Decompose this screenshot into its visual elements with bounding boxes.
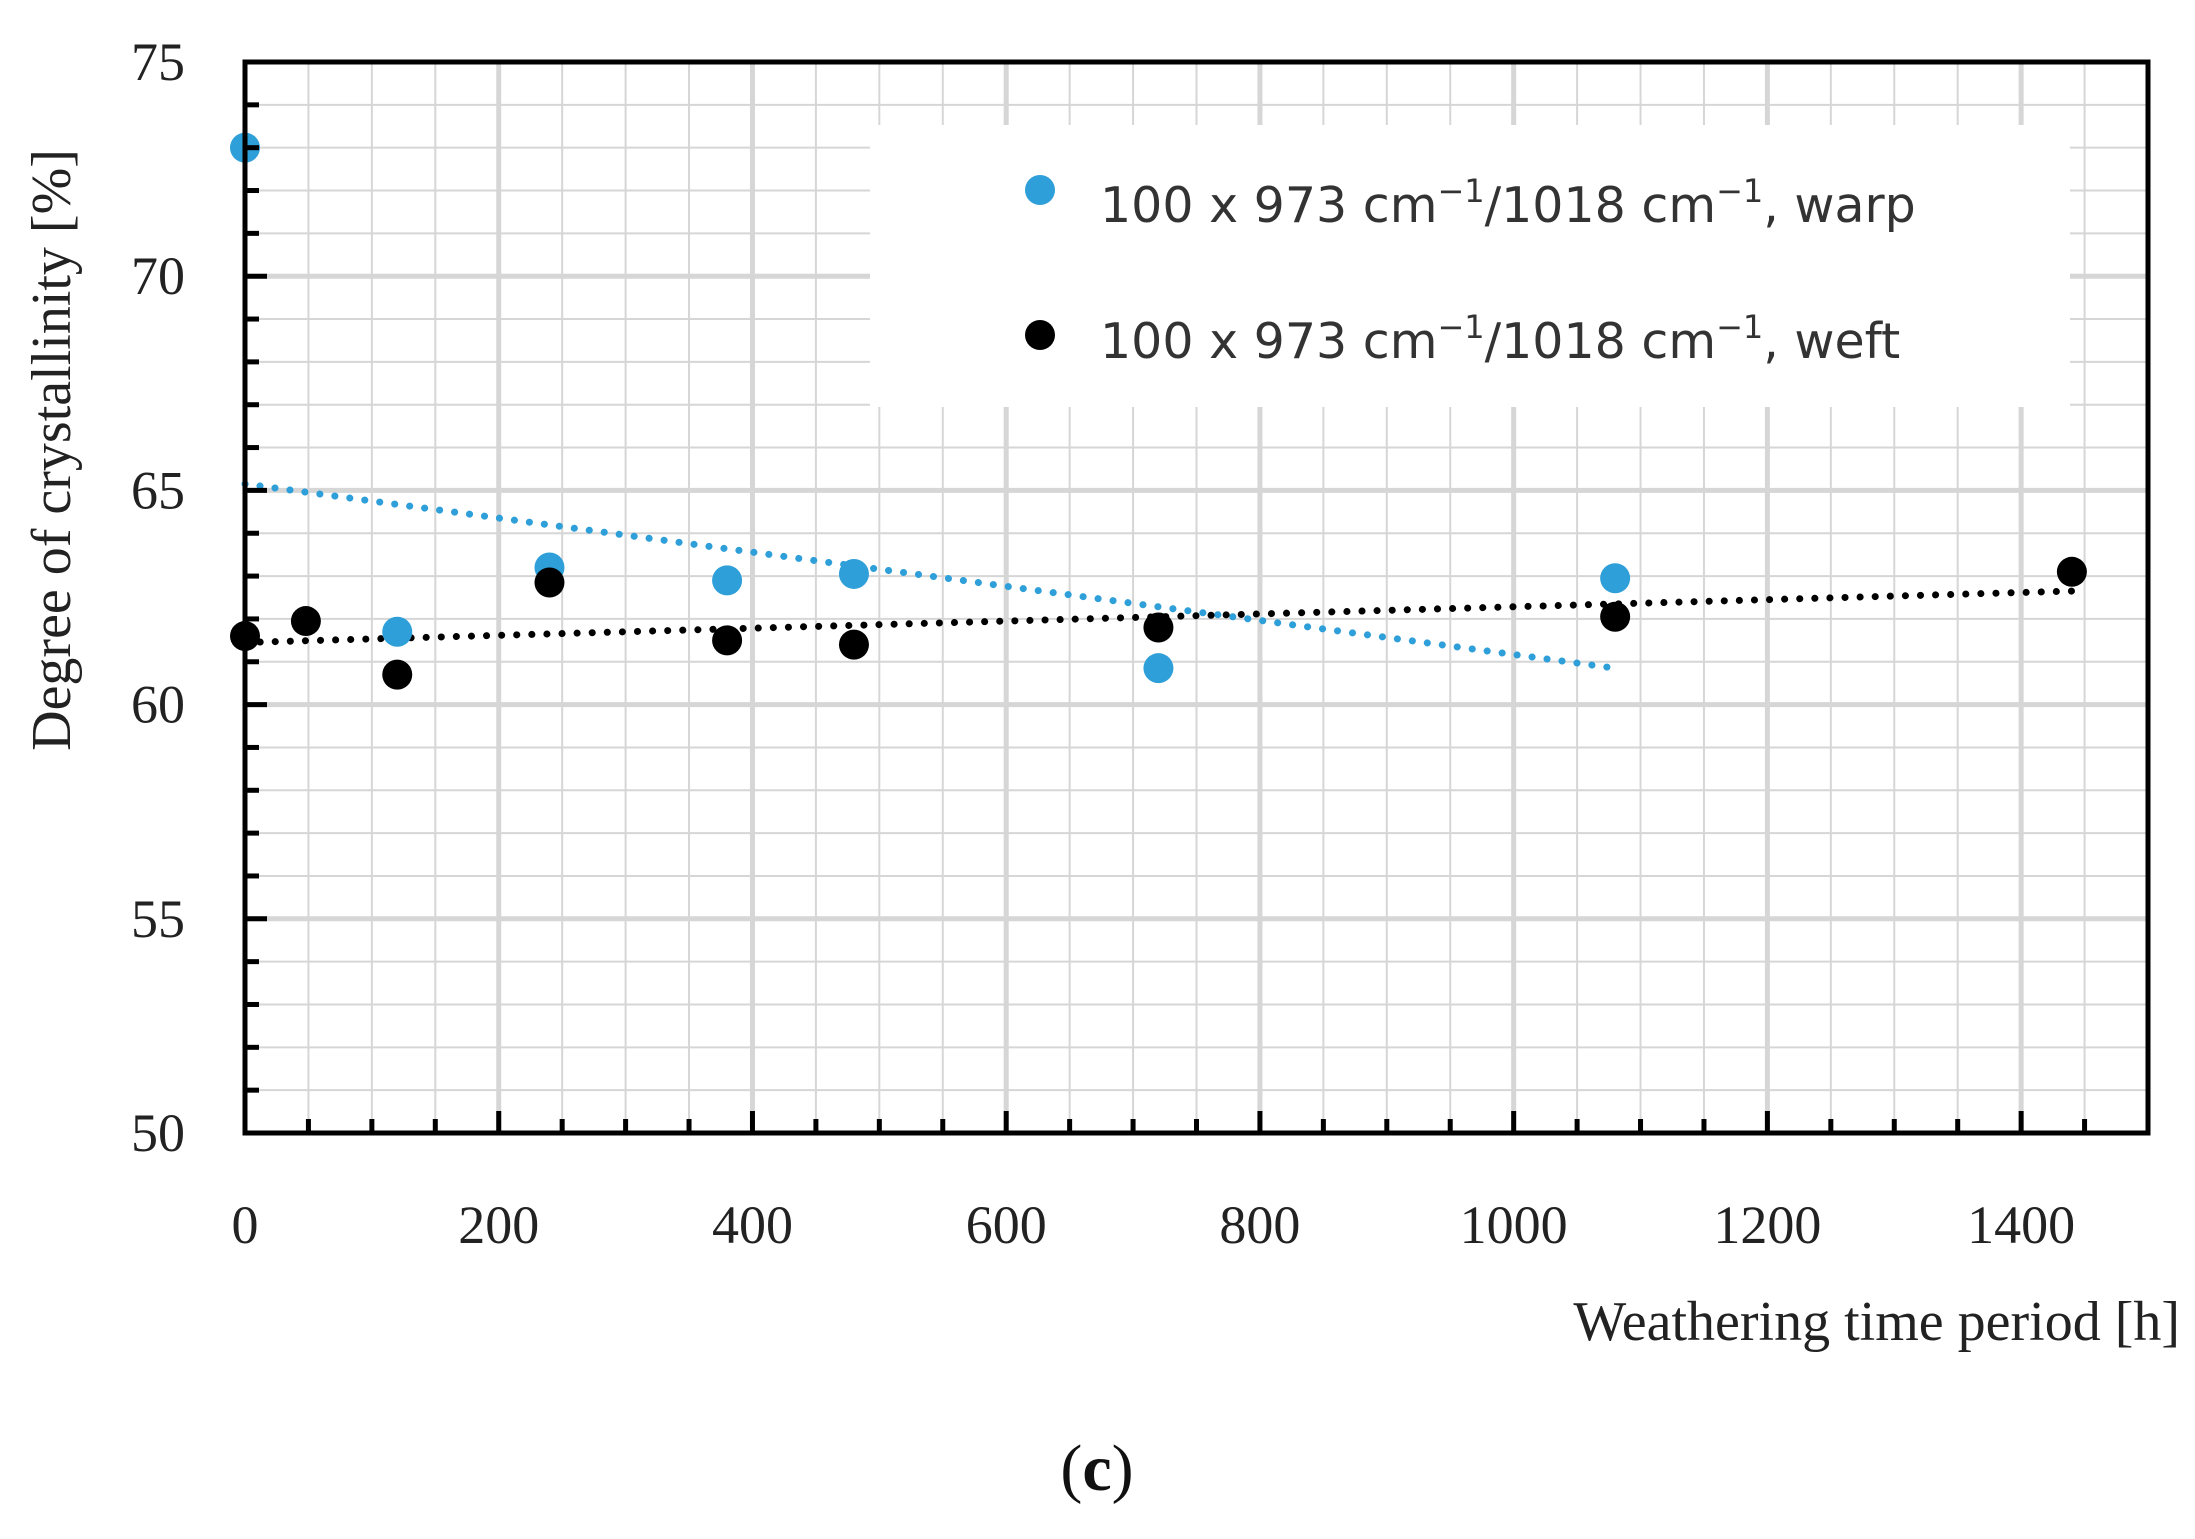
- trendline-weft: [241, 587, 2076, 646]
- y-axis-title: Degree of crystallinity [%]: [21, 149, 83, 751]
- data-point-weft: [290, 606, 321, 637]
- data-point-weft: [534, 567, 565, 598]
- legend-marker-weft: [1025, 320, 1055, 350]
- y-tick-label: 50: [131, 1103, 185, 1163]
- data-point-warp: [838, 558, 869, 589]
- data-point-weft: [2056, 556, 2087, 587]
- data-point-weft: [1600, 601, 1631, 632]
- data-points: [230, 132, 2087, 690]
- tick-labels: 0 200 400 600 800 1000 1200 1400 50 55 60 65 70 75: [131, 32, 2075, 1255]
- data-point-weft: [1143, 612, 1174, 643]
- x-tick-label: 800: [1219, 1195, 1300, 1255]
- legend: 100 x 973 cm−1/1018 cm−1, warp 100 x 973…: [870, 125, 2070, 407]
- legend-label-weft: 100 x 973 cm−1/1018 cm−1, weft: [1100, 308, 1900, 370]
- legend-box: [870, 125, 2070, 407]
- data-point-warp: [712, 565, 743, 596]
- y-tick-label: 60: [131, 675, 185, 735]
- legend-marker-warp: [1025, 175, 1055, 205]
- x-tick-label: 1000: [1460, 1195, 1568, 1255]
- trendline-warp: [241, 480, 1619, 672]
- x-tick-label: 0: [232, 1195, 259, 1255]
- data-point-warp: [1600, 563, 1631, 594]
- trendlines: [241, 480, 2076, 672]
- data-point-weft: [838, 629, 869, 660]
- data-point-warp: [1143, 653, 1174, 684]
- y-tick-label: 65: [131, 460, 185, 520]
- y-tick-label: 70: [131, 246, 185, 306]
- x-tick-label: 1200: [1713, 1195, 1821, 1255]
- x-tick-label: 200: [458, 1195, 539, 1255]
- x-tick-label: 1400: [1967, 1195, 2075, 1255]
- data-point-weft: [382, 659, 413, 690]
- x-axis-title: Weathering time period [h]: [1573, 1291, 2180, 1353]
- y-tick-label: 75: [131, 32, 185, 92]
- y-tick-label: 55: [131, 889, 185, 949]
- data-point-warp: [382, 616, 413, 647]
- legend-entry-warp: 100 x 973 cm−1/1018 cm−1, warp: [1025, 172, 1916, 234]
- figure-caption: (c): [1060, 1432, 1133, 1505]
- legend-entry-weft: 100 x 973 cm−1/1018 cm−1, weft: [1025, 308, 1900, 370]
- x-tick-label: 600: [966, 1195, 1047, 1255]
- x-tick-label: 400: [712, 1195, 793, 1255]
- legend-label-warp: 100 x 973 cm−1/1018 cm−1, warp: [1100, 172, 1916, 234]
- data-point-weft: [712, 625, 743, 656]
- axes: [242, 59, 2151, 1136]
